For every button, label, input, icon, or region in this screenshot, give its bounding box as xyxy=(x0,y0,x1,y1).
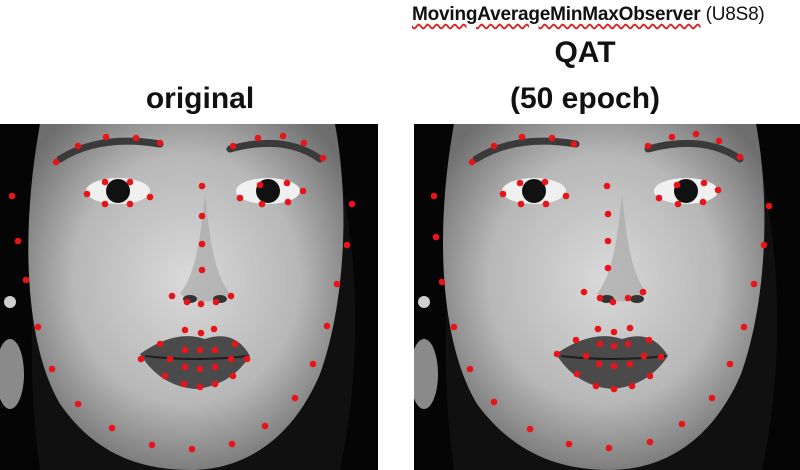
original-title: original xyxy=(145,82,255,115)
face-photo-icon xyxy=(0,124,378,470)
original-face-panel xyxy=(0,124,378,470)
qat-title: QAT xyxy=(554,36,616,69)
landmark-points xyxy=(430,130,773,452)
observer-name: MovingAverageMinMaxObserver xyxy=(412,4,701,25)
observer-label: MovingAverageMinMaxObserver (U8S8) xyxy=(412,4,792,26)
observer-suffix: (U8S8) xyxy=(700,4,765,25)
face-photo-icon xyxy=(414,124,800,470)
qat-face-panel xyxy=(414,124,800,470)
qat-subtitle: (50 epoch) xyxy=(509,82,661,115)
landmark-points xyxy=(8,132,356,453)
